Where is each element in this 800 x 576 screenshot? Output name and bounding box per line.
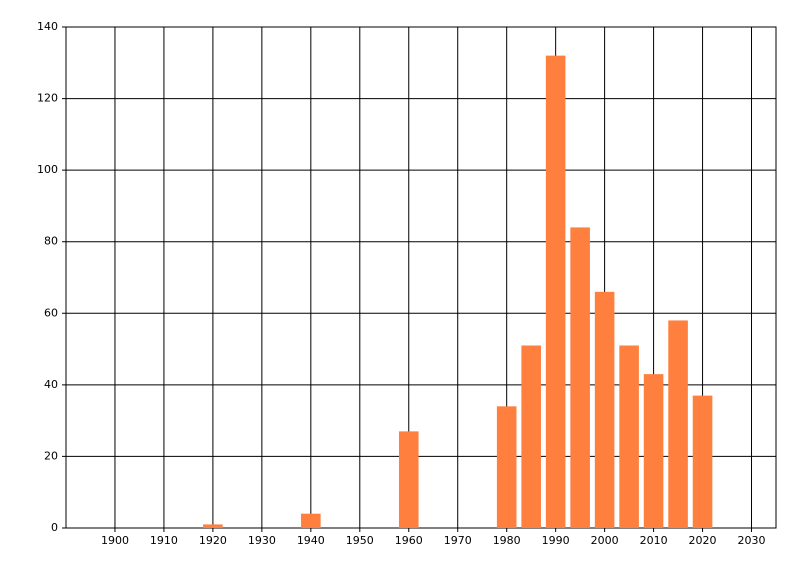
x-tick-label: 1940: [297, 534, 325, 547]
x-tick-label: 1930: [248, 534, 276, 547]
bar: [496, 406, 517, 528]
bar: [668, 320, 688, 528]
x-tick-label: 1900: [101, 534, 129, 547]
y-tick-label: 80: [44, 235, 58, 248]
x-tick-label: 2030: [738, 534, 766, 547]
x-tick-label: 1950: [346, 534, 374, 547]
y-tick-label: 120: [37, 92, 58, 105]
x-tick-label: 2020: [689, 534, 717, 547]
bar: [301, 513, 321, 528]
y-tick-label: 20: [44, 449, 58, 462]
bar: [398, 431, 419, 528]
bar: [203, 524, 223, 528]
x-tick-label: 1970: [444, 534, 472, 547]
x-tick-label: 1960: [395, 534, 423, 547]
x-tick-label: 1980: [493, 534, 521, 547]
y-tick-label: 40: [44, 378, 58, 391]
bar: [619, 345, 639, 528]
x-tick-label: 2000: [591, 534, 619, 547]
bar: [570, 227, 590, 528]
x-tick-label: 1910: [150, 534, 178, 547]
x-tick-label: 1990: [542, 534, 570, 547]
y-tick-label: 140: [37, 20, 58, 33]
bar: [521, 345, 541, 528]
x-tick-label: 2010: [640, 534, 668, 547]
bar: [692, 395, 713, 528]
y-tick-label: 60: [44, 306, 58, 319]
bar: [643, 374, 664, 528]
bar: [545, 55, 566, 528]
y-tick-label: 100: [37, 163, 58, 176]
x-tick-label: 1920: [199, 534, 227, 547]
bar: [594, 291, 615, 528]
y-tick-label: 0: [51, 521, 58, 534]
